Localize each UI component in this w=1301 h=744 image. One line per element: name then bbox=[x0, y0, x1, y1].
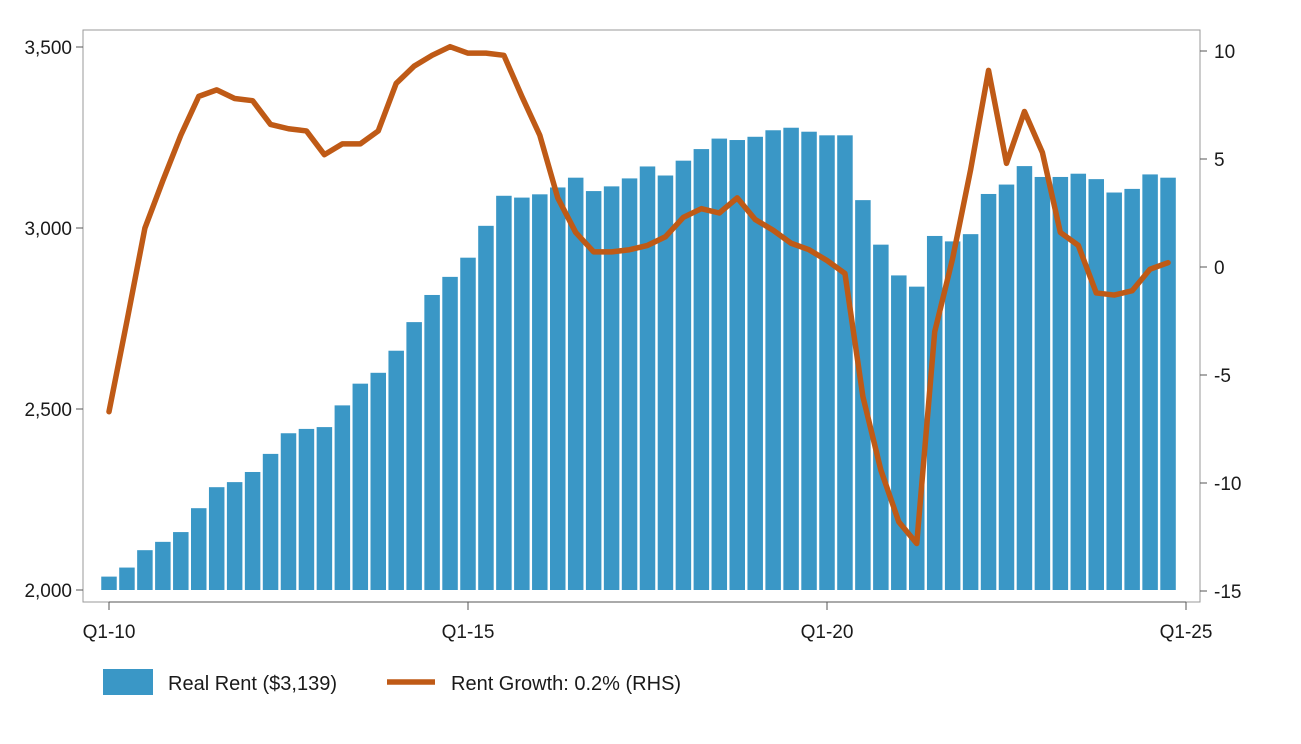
bar bbox=[424, 294, 440, 590]
bar bbox=[1034, 176, 1051, 590]
legend-label-rent-growth: Rent Growth: 0.2% (RHS) bbox=[451, 673, 681, 695]
bar bbox=[298, 428, 315, 590]
bar bbox=[747, 136, 763, 590]
right-tick-label: 0 bbox=[1214, 258, 1225, 279]
left-tick-label: 3,000 bbox=[24, 219, 72, 240]
bar bbox=[244, 471, 261, 590]
bar bbox=[334, 405, 351, 590]
x-tick-label: Q1-10 bbox=[83, 622, 136, 643]
bar bbox=[783, 127, 799, 590]
right-tick-label: 10 bbox=[1214, 42, 1235, 63]
x-tick-label: Q1-20 bbox=[801, 622, 854, 643]
bar bbox=[944, 241, 961, 590]
right-tick-label: -10 bbox=[1214, 474, 1241, 495]
bar bbox=[729, 140, 745, 590]
bar bbox=[801, 131, 817, 590]
left-tick-label: 2,000 bbox=[24, 581, 72, 602]
bar bbox=[711, 138, 728, 590]
x-tick-label: Q1-25 bbox=[1160, 622, 1213, 643]
bar bbox=[532, 194, 548, 590]
bar bbox=[1088, 179, 1104, 590]
bar bbox=[621, 178, 638, 590]
x-tick-label: Q1-15 bbox=[442, 622, 495, 643]
bar bbox=[208, 487, 225, 590]
bar bbox=[478, 225, 494, 590]
bar bbox=[101, 576, 117, 590]
bar bbox=[280, 433, 297, 590]
right-tick-label: 5 bbox=[1214, 150, 1225, 171]
bar bbox=[173, 532, 189, 590]
bar bbox=[226, 482, 243, 590]
bar bbox=[191, 508, 207, 590]
legend: Real Rent ($3,139) Rent Growth: 0.2% (RHS… bbox=[103, 669, 681, 695]
bar bbox=[119, 567, 135, 590]
bar bbox=[693, 149, 710, 590]
bar bbox=[155, 541, 171, 590]
bar-series bbox=[101, 127, 1176, 591]
bar bbox=[837, 135, 853, 590]
bar bbox=[891, 275, 907, 590]
bar bbox=[406, 322, 422, 590]
bar bbox=[1106, 192, 1122, 590]
bar bbox=[316, 427, 333, 590]
right-tick-label: -5 bbox=[1214, 366, 1231, 387]
bar bbox=[675, 160, 692, 591]
bar bbox=[1016, 166, 1033, 590]
bar bbox=[585, 191, 602, 590]
left-axis: 2,000 2,500 3,000 3,500 bbox=[24, 38, 83, 602]
right-tick-label: -15 bbox=[1214, 582, 1241, 603]
right-axis: -15 -10 -5 0 5 10 bbox=[1200, 42, 1241, 603]
left-tick-label: 2,500 bbox=[24, 400, 72, 421]
bar bbox=[460, 257, 476, 590]
bar bbox=[1070, 173, 1087, 590]
bar bbox=[370, 372, 386, 590]
bar bbox=[603, 186, 620, 590]
bar bbox=[388, 350, 404, 590]
bar bbox=[873, 244, 889, 590]
bar bbox=[352, 383, 369, 590]
bar bbox=[496, 195, 512, 590]
bar bbox=[567, 177, 584, 590]
bar bbox=[514, 197, 530, 590]
line-series bbox=[106, 43, 1171, 547]
bar bbox=[137, 550, 153, 590]
bar bbox=[1052, 176, 1069, 590]
bar bbox=[998, 184, 1015, 590]
bar bbox=[657, 175, 674, 590]
bar bbox=[262, 453, 279, 590]
bar bbox=[1124, 188, 1140, 590]
bar bbox=[442, 276, 458, 590]
bar bbox=[550, 187, 566, 590]
bar bbox=[765, 130, 781, 590]
bar bbox=[819, 135, 835, 590]
bar bbox=[1160, 177, 1176, 590]
rent-growth-line bbox=[106, 43, 1171, 547]
bar bbox=[980, 193, 997, 590]
legend-swatch-bar bbox=[103, 669, 153, 695]
left-tick-label: 3,500 bbox=[24, 38, 72, 59]
legend-label-real-rent: Real Rent ($3,139) bbox=[168, 673, 337, 695]
bar bbox=[639, 166, 656, 590]
x-axis: Q1-10 Q1-15 Q1-20 Q1-25 bbox=[83, 601, 1213, 643]
bar bbox=[1142, 174, 1158, 591]
bar bbox=[962, 234, 979, 590]
